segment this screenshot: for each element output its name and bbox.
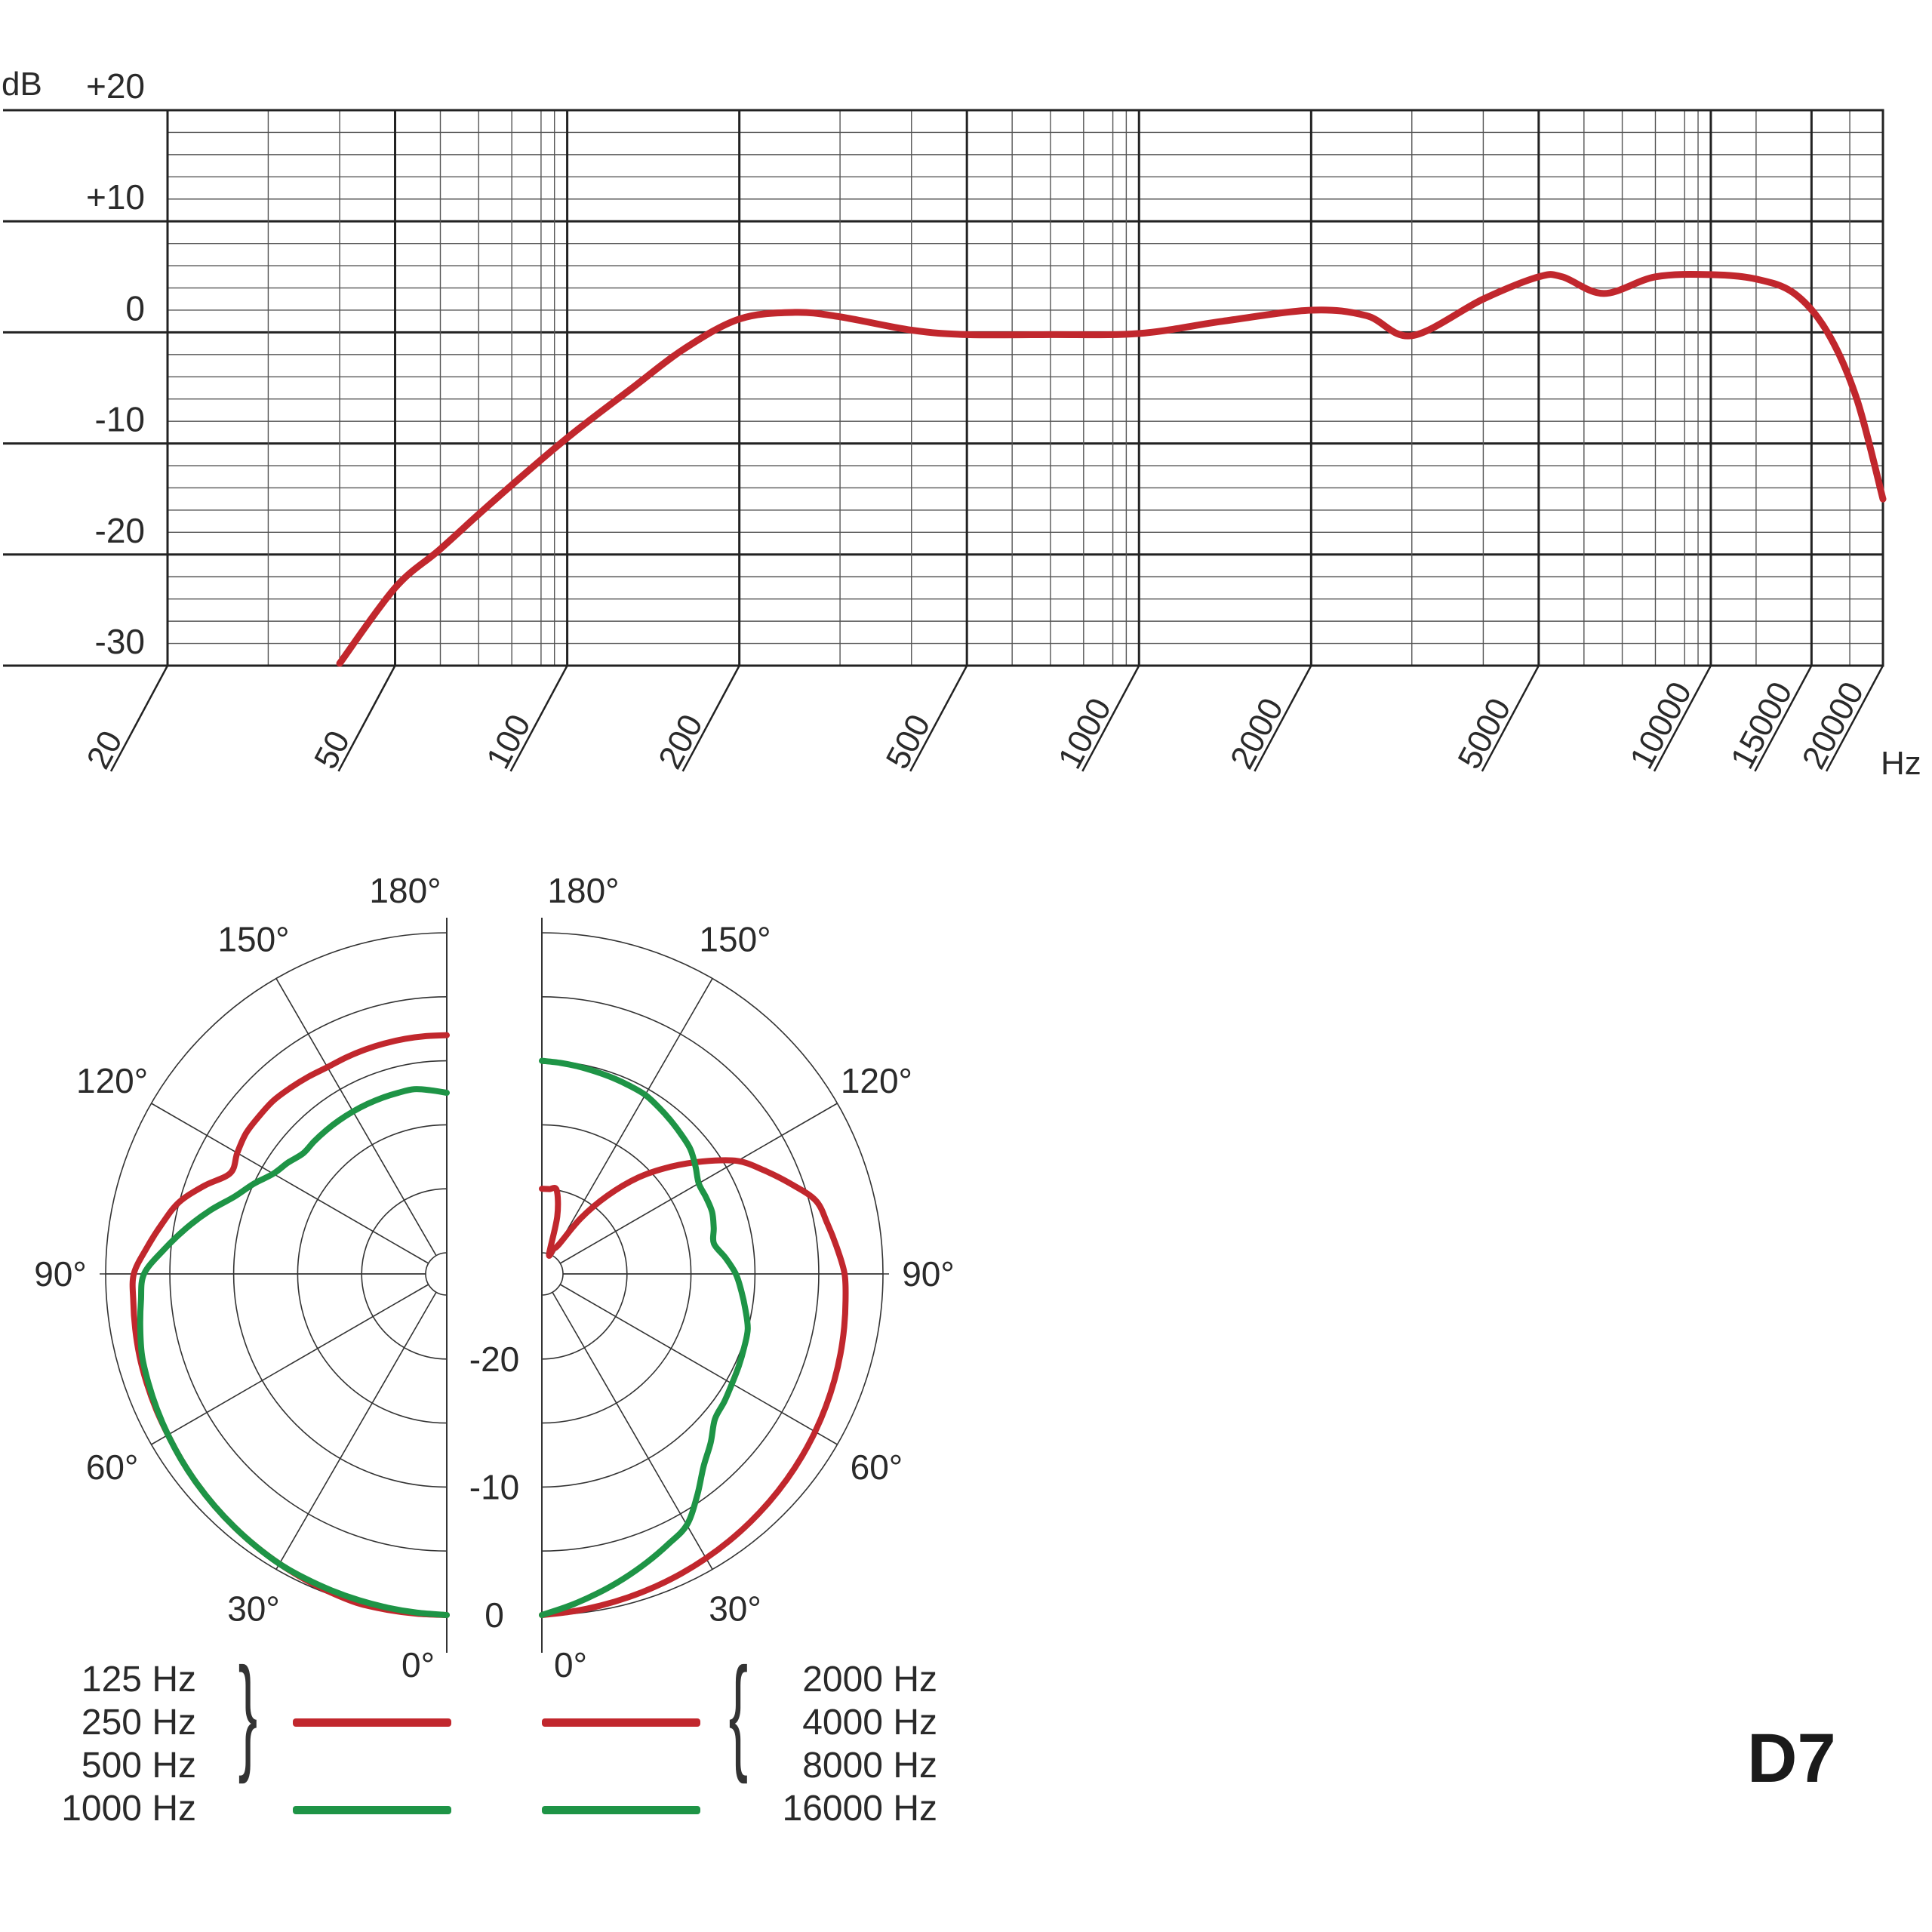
- x-tick-leader: [909, 665, 968, 772]
- frequency-response-chart: +20+100-10-20-30 20 50 100 200 500 1000 2000 50…: [2, 66, 1921, 782]
- polar-angle-label: 120°: [841, 1061, 912, 1100]
- x-tick-leader: [1653, 665, 1712, 772]
- polar-curve-right-red: [539, 1157, 849, 1618]
- polar-angle-label: 120°: [76, 1061, 148, 1100]
- plot-frame: [166, 109, 1884, 667]
- polar-angle-label: 60°: [851, 1447, 903, 1487]
- y-tick-label: -10: [95, 400, 145, 439]
- polar-angle-label: 150°: [217, 920, 289, 959]
- polar-angle-label: 30°: [709, 1589, 761, 1628]
- y-tick-label: +10: [86, 177, 145, 217]
- polar-grid: [100, 918, 889, 1653]
- polar-angle-label: 0°: [554, 1645, 587, 1684]
- polar-grid-spoke: [151, 1284, 429, 1445]
- polar-grid-spoke: [552, 978, 713, 1257]
- polar-curves: [129, 1032, 849, 1618]
- polar-angle-label: 60°: [86, 1447, 139, 1487]
- polar-angle-label: 0°: [401, 1645, 435, 1684]
- y-tick-label: -30: [95, 622, 145, 661]
- polar-radial-label: -20: [469, 1340, 519, 1379]
- polar-grid-spoke: [151, 1103, 429, 1264]
- x-tick-leader: [1754, 665, 1813, 772]
- polar-labels: 0° 0° 30° 30° 60° 60° 90° 90° 120° 120° 150° 150° 18…: [34, 871, 955, 1684]
- polar-angle-label: 180°: [547, 871, 619, 910]
- polar-grid-spoke: [275, 1291, 437, 1570]
- frequency-y-tick-labels: +20 +10 0 -10 -20 -30: [86, 66, 145, 661]
- polar-grid-spoke: [275, 978, 437, 1257]
- x-tick-leader: [337, 665, 396, 772]
- polar-radial-label: 0: [485, 1595, 504, 1635]
- x-tick-leader: [509, 665, 568, 772]
- frequency-grid: [3, 109, 1884, 667]
- x-tick-leader: [1081, 665, 1140, 772]
- x-tick-leader: [109, 665, 169, 772]
- polar-angle-label: 90°: [34, 1254, 87, 1294]
- polar-angle-label: 150°: [699, 920, 771, 959]
- x-axis-label: Hz: [1881, 745, 1921, 782]
- polar-grid-spoke: [559, 1284, 838, 1445]
- polar-grid-inner: [541, 1252, 564, 1296]
- frequency-response-curve: [336, 270, 1887, 667]
- polar-angle-label: 180°: [369, 871, 441, 910]
- x-tick-leader: [1481, 665, 1540, 772]
- y-tick-label: -20: [95, 511, 145, 550]
- polar-angle-label: 30°: [227, 1589, 280, 1628]
- y-tick-label: 0: [125, 288, 145, 328]
- polar-curve-left-red: [129, 1032, 450, 1618]
- y-tick-label: +20: [86, 66, 145, 106]
- x-tick-leader: [681, 665, 740, 772]
- x-tick-leader: [1254, 665, 1312, 772]
- polar-grid-inner: [425, 1252, 448, 1296]
- y-axis-label: dB: [2, 66, 42, 103]
- polar-curve-left-green: [137, 1086, 450, 1618]
- polar-radial-label: -10: [469, 1467, 519, 1506]
- polar-curve-right-green: [539, 1057, 751, 1618]
- polar-angle-label: 90°: [902, 1254, 955, 1294]
- x-tick-leader: [1825, 665, 1884, 772]
